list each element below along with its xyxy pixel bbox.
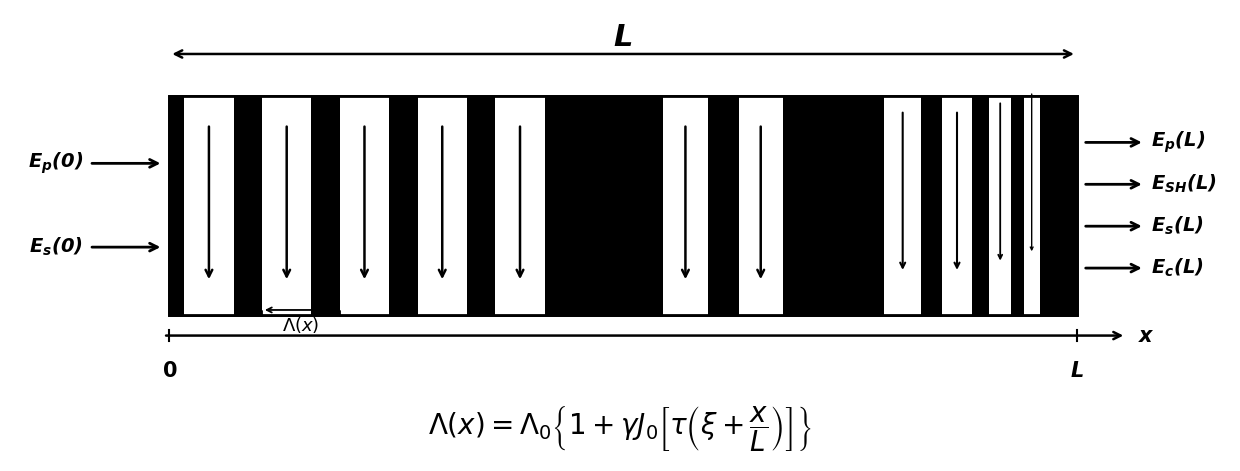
Text: ●●●: ●●● — [815, 233, 844, 243]
Text: $\bfit{E}_{\bfit{s}}\bfit{(0)}$: $\bfit{E}_{\bfit{s}}\bfit{(0)}$ — [30, 236, 83, 258]
Bar — [170, 96, 1076, 315]
Bar — [990, 96, 1012, 315]
Text: ●●●: ●●● — [583, 233, 613, 243]
Text: $\bfit{E}_{\bfit{SH}}\bfit{(L)}$: $\bfit{E}_{\bfit{SH}}\bfit{(L)}$ — [1151, 173, 1216, 195]
Text: ●●●: ●●● — [583, 168, 613, 178]
Text: ●●●: ●●● — [815, 168, 844, 178]
Bar — [942, 96, 972, 315]
Text: $\bfit{L}$: $\bfit{L}$ — [614, 23, 632, 52]
Text: $\bfit{E}_{\bfit{p}}\bfit{(0)}$: $\bfit{E}_{\bfit{p}}\bfit{(0)}$ — [27, 151, 83, 176]
Text: $\bfit{x}$: $\bfit{x}$ — [1138, 325, 1156, 346]
Bar — [340, 96, 389, 315]
Bar — [418, 96, 467, 315]
Bar — [495, 96, 544, 315]
Bar — [262, 96, 311, 315]
Bar — [1024, 96, 1039, 315]
Text: $\mathit{\Lambda}(x) = \mathit{\Lambda}_0\left\{1 + \gamma J_0\left[\tau\left(\x: $\mathit{\Lambda}(x) = \mathit{\Lambda}_… — [428, 405, 812, 454]
Text: $\bfit{E}_{\bfit{c}}\bfit{(L)}$: $\bfit{E}_{\bfit{c}}\bfit{(L)}$ — [1151, 257, 1203, 279]
Bar — [185, 96, 233, 315]
Text: $\mathit{\Lambda}(x)$: $\mathit{\Lambda}(x)$ — [283, 315, 320, 334]
Text: $\bfit{E}_{\bfit{p}}\bfit{(L)}$: $\bfit{E}_{\bfit{p}}\bfit{(L)}$ — [1151, 130, 1205, 155]
Text: $\bfit{E}_{\bfit{s}}\bfit{(L)}$: $\bfit{E}_{\bfit{s}}\bfit{(L)}$ — [1151, 215, 1204, 237]
Text: $\bfit{L}$: $\bfit{L}$ — [1070, 361, 1084, 381]
Bar — [884, 96, 921, 315]
Bar — [170, 96, 1076, 315]
Text: $\mathbf{0}$: $\mathbf{0}$ — [161, 361, 177, 381]
Bar — [739, 96, 782, 315]
Bar — [663, 96, 708, 315]
